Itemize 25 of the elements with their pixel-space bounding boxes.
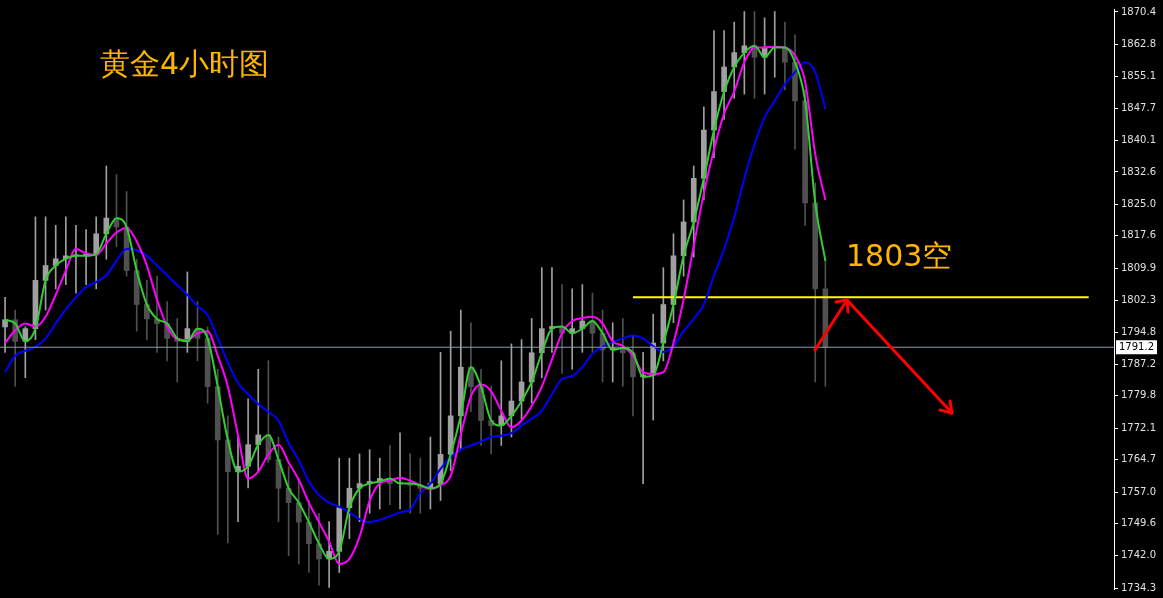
candlestick [538, 267, 545, 379]
y-tick-label: 1757.0 [1121, 485, 1157, 497]
candlestick [52, 225, 59, 290]
y-tick-label: 1749.6 [1121, 516, 1157, 528]
candlestick [2, 296, 8, 353]
y-tick-label: 1855.1 [1121, 70, 1157, 82]
y-tick-label: 1840.1 [1121, 133, 1157, 145]
text: 黄金4小时图 [100, 45, 270, 83]
y-tick-label: 1847.7 [1121, 101, 1157, 113]
ref-line-label: 1791.2 [1119, 340, 1155, 352]
y-tick-label: 1862.8 [1121, 37, 1157, 49]
y-tick-label: 1742.0 [1121, 549, 1157, 561]
y-tick-label: 1764.7 [1121, 453, 1157, 465]
y-tick-label: 1809.9 [1121, 261, 1157, 273]
y-tick-label: 1779.8 [1121, 389, 1157, 401]
y-tick-label: 1734.3 [1121, 581, 1157, 593]
y-tick-label: 1817.6 [1121, 229, 1157, 241]
y-tick-label: 1832.6 [1121, 165, 1157, 177]
annotation: 1803空 [846, 237, 953, 275]
y-tick-label: 1787.2 [1121, 357, 1157, 369]
y-tick-label: 1794.8 [1121, 325, 1157, 337]
y-tick-label: 1802.3 [1121, 293, 1157, 305]
y-tick-label: 1772.1 [1121, 421, 1157, 433]
y-tick-label: 1825.0 [1121, 197, 1157, 209]
y-tick-label: 1870.4 [1121, 5, 1157, 17]
